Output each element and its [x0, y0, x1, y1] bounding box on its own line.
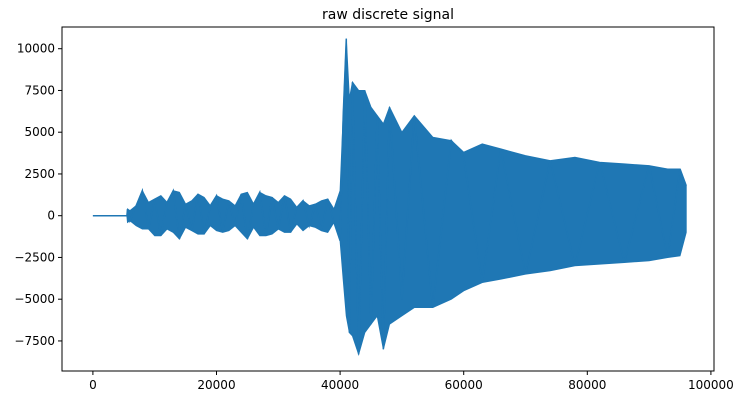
plot-area: [92, 38, 687, 356]
y-tick-label: −7500: [14, 334, 55, 348]
plot-frame: [61, 26, 715, 372]
y-tick-label: −5000: [14, 292, 55, 306]
y-tick-label: −2500: [14, 250, 55, 264]
y-axis: −7500 −5000 −2500 0 2500 5000 7500 10000: [14, 42, 62, 348]
series-0-band: [92, 38, 687, 356]
x-axis: 0 20000 40000 60000 80000 100000: [89, 371, 734, 392]
y-tick-label: 5000: [24, 125, 55, 139]
y-tick-label: 10000: [17, 42, 55, 56]
x-tick-label: 20000: [197, 378, 235, 392]
x-tick-label: 40000: [321, 378, 359, 392]
y-tick-label: 0: [47, 209, 55, 223]
y-tick-label: 7500: [24, 83, 55, 97]
x-tick-label: 60000: [445, 378, 483, 392]
y-tick-label: 2500: [24, 167, 55, 181]
x-tick-label: 80000: [568, 378, 606, 392]
chart-title: raw discrete signal: [322, 7, 454, 23]
series-0-line: [92, 38, 687, 355]
x-tick-label: 0: [89, 378, 97, 392]
x-tick-label: 100000: [688, 378, 734, 392]
